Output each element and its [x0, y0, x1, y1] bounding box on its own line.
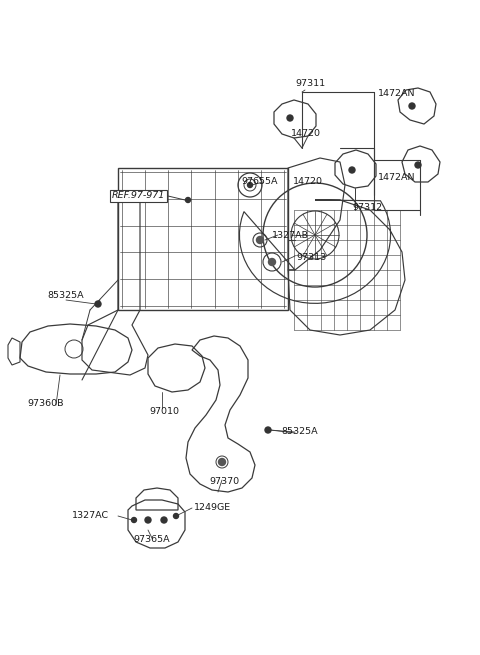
Circle shape	[145, 517, 151, 523]
Circle shape	[218, 458, 226, 466]
Text: 97655A: 97655A	[242, 178, 278, 187]
Text: 14720: 14720	[291, 130, 321, 138]
Text: 97311: 97311	[295, 79, 325, 88]
Text: 97010: 97010	[149, 407, 179, 417]
Text: 1472AN: 1472AN	[378, 174, 416, 183]
Circle shape	[409, 103, 415, 109]
Text: 85325A: 85325A	[48, 291, 84, 301]
Text: 14720: 14720	[293, 178, 323, 187]
Text: 1472AN: 1472AN	[378, 90, 416, 98]
Text: REF.97-971: REF.97-971	[112, 191, 165, 200]
Text: 97313: 97313	[296, 253, 326, 263]
Text: 1327AC: 1327AC	[72, 512, 108, 521]
Text: 97365A: 97365A	[134, 536, 170, 544]
Circle shape	[265, 427, 271, 433]
Circle shape	[248, 183, 252, 187]
Text: 97370: 97370	[209, 477, 239, 487]
Circle shape	[268, 259, 276, 265]
Text: 1327AB: 1327AB	[272, 231, 309, 240]
Text: 97360B: 97360B	[28, 400, 64, 409]
Text: 85325A: 85325A	[282, 428, 318, 436]
Circle shape	[349, 167, 355, 173]
Text: 1249GE: 1249GE	[194, 504, 231, 512]
Text: 97312: 97312	[352, 204, 382, 212]
Circle shape	[256, 236, 264, 244]
Circle shape	[132, 517, 136, 523]
Circle shape	[173, 514, 179, 519]
Circle shape	[95, 301, 101, 307]
Circle shape	[161, 517, 167, 523]
Circle shape	[415, 162, 421, 168]
Circle shape	[185, 198, 191, 202]
Circle shape	[287, 115, 293, 121]
